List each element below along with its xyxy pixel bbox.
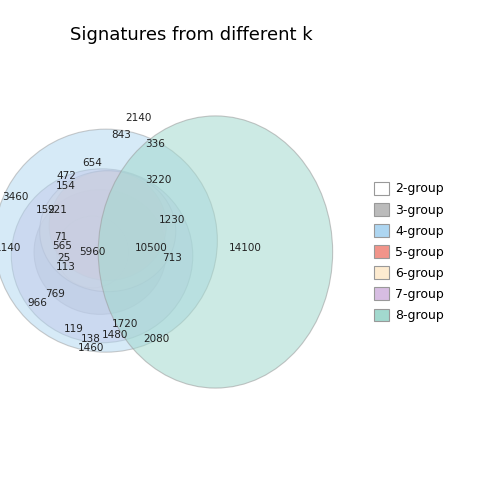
Text: 1230: 1230 bbox=[159, 215, 185, 225]
Text: 1140: 1140 bbox=[0, 243, 22, 253]
Text: Signatures from different k: Signatures from different k bbox=[70, 26, 313, 44]
Text: 14100: 14100 bbox=[229, 243, 262, 253]
Text: 565: 565 bbox=[52, 241, 72, 251]
Text: 921: 921 bbox=[47, 206, 68, 215]
Text: 966: 966 bbox=[28, 298, 48, 308]
Text: 336: 336 bbox=[145, 139, 165, 149]
Text: 113: 113 bbox=[56, 262, 76, 272]
Text: 2140: 2140 bbox=[125, 113, 151, 123]
Text: 154: 154 bbox=[56, 181, 76, 191]
Text: 3460: 3460 bbox=[2, 192, 28, 202]
Ellipse shape bbox=[56, 216, 129, 288]
Ellipse shape bbox=[40, 171, 176, 292]
Text: 1460: 1460 bbox=[78, 343, 104, 353]
Text: 152: 152 bbox=[35, 206, 55, 215]
Text: 2080: 2080 bbox=[144, 334, 170, 344]
Ellipse shape bbox=[12, 169, 193, 343]
Text: 654: 654 bbox=[83, 158, 102, 168]
Text: 769: 769 bbox=[45, 289, 65, 298]
Text: 3220: 3220 bbox=[146, 175, 172, 185]
Ellipse shape bbox=[98, 116, 333, 388]
Text: 1720: 1720 bbox=[111, 319, 138, 329]
Legend: 2-group, 3-group, 4-group, 5-group, 6-group, 7-group, 8-group: 2-group, 3-group, 4-group, 5-group, 6-gr… bbox=[369, 177, 449, 327]
Ellipse shape bbox=[34, 190, 166, 314]
Text: 71: 71 bbox=[54, 232, 67, 242]
Text: 138: 138 bbox=[81, 334, 101, 344]
Text: 1480: 1480 bbox=[102, 330, 129, 340]
Text: 713: 713 bbox=[162, 253, 182, 263]
Text: 10500: 10500 bbox=[135, 243, 167, 253]
Text: 843: 843 bbox=[111, 130, 131, 140]
Text: 472: 472 bbox=[56, 171, 76, 181]
Text: 119: 119 bbox=[64, 325, 84, 335]
Text: 5960: 5960 bbox=[80, 247, 106, 257]
Ellipse shape bbox=[0, 129, 217, 352]
Ellipse shape bbox=[49, 171, 166, 280]
Text: 25: 25 bbox=[57, 253, 71, 263]
